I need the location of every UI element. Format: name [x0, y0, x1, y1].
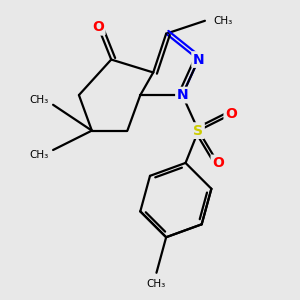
- Text: S: S: [194, 124, 203, 138]
- Text: CH₃: CH₃: [29, 150, 48, 160]
- Text: O: O: [225, 107, 237, 122]
- Text: CH₃: CH₃: [213, 16, 232, 26]
- Text: N: N: [176, 88, 188, 102]
- Text: CH₃: CH₃: [29, 95, 48, 105]
- Text: O: O: [212, 156, 224, 170]
- Text: O: O: [92, 20, 104, 34]
- Text: CH₃: CH₃: [147, 279, 166, 289]
- Text: N: N: [193, 52, 204, 67]
